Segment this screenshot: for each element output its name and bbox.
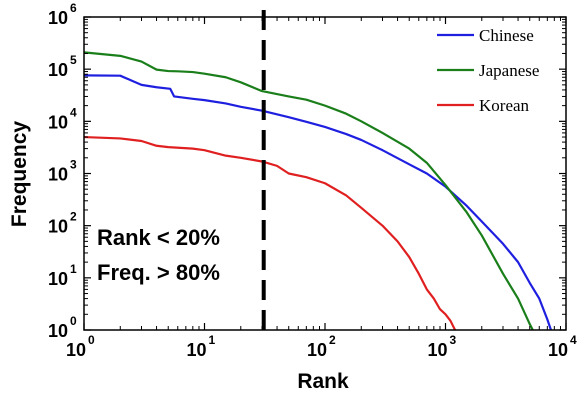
series-line-japanese [84,51,534,330]
y-tick-exponent: 6 [70,1,77,15]
legend-label-korean: Korean [479,96,530,115]
y-tick-exponent: 5 [70,53,77,67]
y-tick-exponent: 1 [70,262,77,276]
y-tick-exponent: 4 [70,105,77,119]
y-tick-label: 10 [48,60,68,80]
y-tick-exponent: 0 [70,314,77,328]
x-tick-exponent: 0 [88,333,95,347]
x-tick-label: 10 [307,340,327,360]
x-tick-exponent: 4 [570,333,577,347]
series-layer [84,51,553,330]
series-line-chinese [84,74,553,330]
x-tick-label: 10 [548,340,568,360]
y-tick-label: 10 [48,165,68,185]
y-tick-label: 10 [48,321,68,341]
x-tick-label: 10 [427,340,447,360]
y-tick-label: 10 [48,8,68,28]
y-tick-exponent: 2 [70,210,77,224]
annotation-line-1: Rank < 20% [97,225,220,250]
ticks-layer: 10 0 10 1 10 2 10 3 10 410 010 110 210 310 410 510 6 [48,1,577,360]
legend-label-japanese: Japanese [479,61,539,80]
y-axis-label: Frequency [8,121,31,228]
y-tick-label: 10 [48,217,68,237]
x-tick-exponent: 1 [209,333,216,347]
x-tick-label: 10 [66,340,86,360]
x-tick-label: 10 [186,340,206,360]
series-line-korean [84,135,457,330]
y-tick-exponent: 3 [70,158,77,172]
annotation-line-2: Freq. > 80% [97,260,220,285]
x-tick-exponent: 3 [450,333,457,347]
x-axis-label: Rank [297,370,349,393]
legend-label-chinese: Chinese [479,26,534,45]
x-tick-exponent: 2 [329,333,336,347]
y-tick-label: 10 [48,112,68,132]
y-tick-label: 10 [48,269,68,289]
legend: Chinese Japanese Korean [437,26,539,115]
